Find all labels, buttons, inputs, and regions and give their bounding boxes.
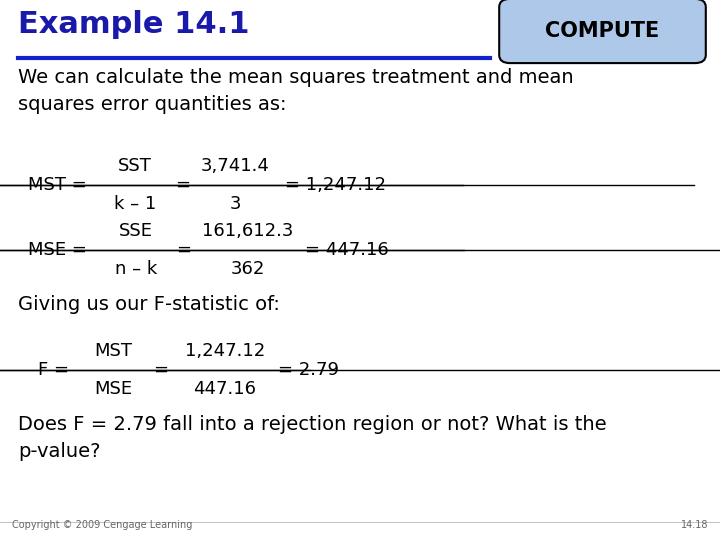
Text: = 2.79: = 2.79 bbox=[278, 361, 339, 379]
FancyBboxPatch shape bbox=[499, 0, 706, 63]
Text: We can calculate the mean squares treatment and mean
squares error quantities as: We can calculate the mean squares treatm… bbox=[18, 68, 574, 113]
Text: SST: SST bbox=[118, 157, 152, 175]
Text: 3: 3 bbox=[229, 195, 240, 213]
Text: = 1,247.12: = 1,247.12 bbox=[285, 176, 386, 194]
Text: Giving us our F-statistic of:: Giving us our F-statistic of: bbox=[18, 295, 280, 314]
Text: 1,247.12: 1,247.12 bbox=[185, 342, 265, 360]
Text: =: = bbox=[153, 361, 168, 379]
Text: SSE: SSE bbox=[119, 222, 153, 240]
Text: =: = bbox=[175, 176, 190, 194]
Text: Does F = 2.79 fall into a rejection region or not? What is the
p-value?: Does F = 2.79 fall into a rejection regi… bbox=[18, 415, 607, 461]
Text: Example 14.1: Example 14.1 bbox=[18, 10, 250, 39]
Text: MST: MST bbox=[94, 342, 132, 360]
Text: COMPUTE: COMPUTE bbox=[545, 21, 660, 41]
Text: n – k: n – k bbox=[115, 260, 157, 278]
Text: 14.18: 14.18 bbox=[680, 520, 708, 530]
Text: 161,612.3: 161,612.3 bbox=[202, 222, 294, 240]
Text: 447.16: 447.16 bbox=[194, 380, 256, 398]
Text: MSE: MSE bbox=[94, 380, 132, 398]
Text: 3,741.4: 3,741.4 bbox=[201, 157, 269, 175]
Text: k – 1: k – 1 bbox=[114, 195, 156, 213]
Text: 362: 362 bbox=[231, 260, 265, 278]
Text: MST =: MST = bbox=[28, 176, 86, 194]
Text: =: = bbox=[176, 241, 191, 259]
Text: = 447.16: = 447.16 bbox=[305, 241, 389, 259]
Text: Copyright © 2009 Cengage Learning: Copyright © 2009 Cengage Learning bbox=[12, 520, 192, 530]
Text: F =: F = bbox=[38, 361, 69, 379]
Text: MSE =: MSE = bbox=[28, 241, 87, 259]
